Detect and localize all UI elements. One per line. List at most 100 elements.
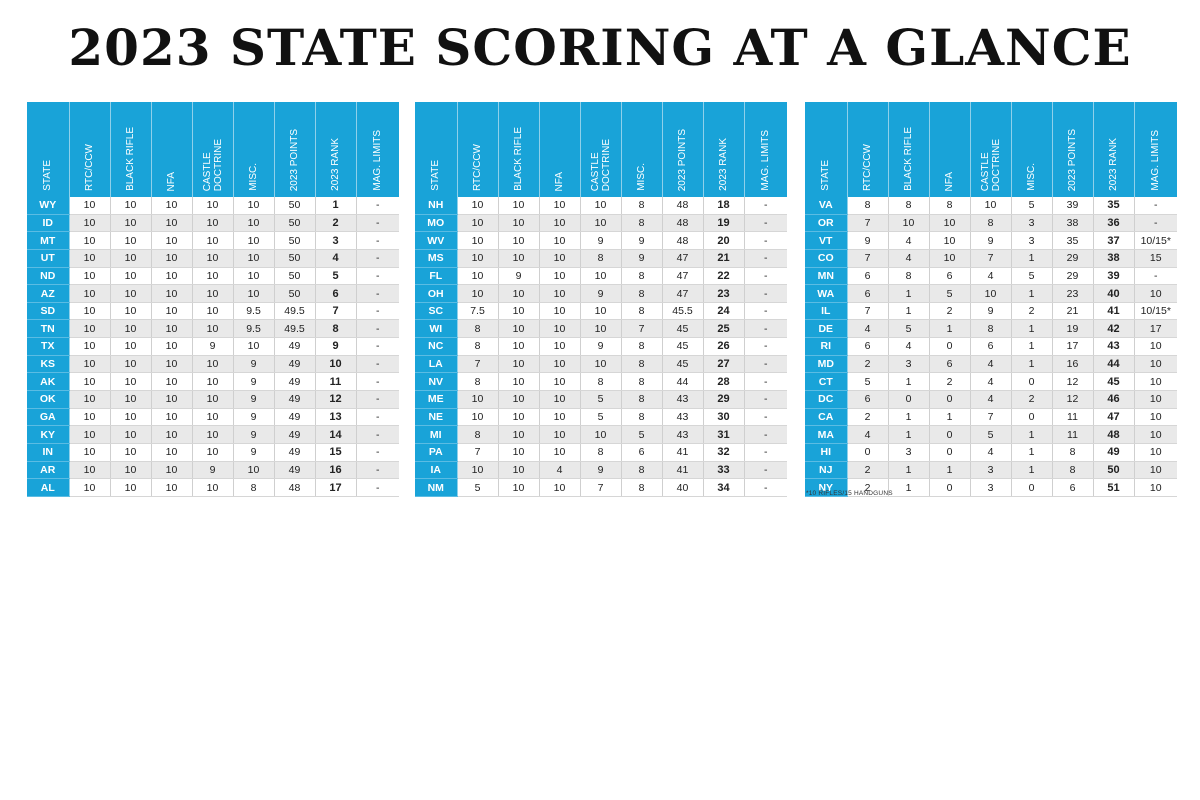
cell-nfa: 10: [539, 355, 581, 374]
cell-rtc-ccw: 10: [69, 478, 111, 497]
table-row: MI 8 10 10 10 5 43 31-: [415, 425, 787, 444]
cell-points: 49: [274, 372, 316, 392]
cell-mag-limits: 10: [1134, 355, 1177, 374]
table-row: IN 10 10 10 10 9 49 15-: [27, 443, 399, 462]
cell-misc: 1: [1011, 249, 1053, 268]
cell-points: 49: [274, 408, 316, 427]
cell-rank: 16: [315, 461, 357, 480]
column-header-misc: MISC.: [621, 102, 663, 197]
cell-black-rifle: 10: [498, 284, 540, 303]
cell-mag-limits: -: [356, 372, 399, 392]
cell-state: MN: [805, 267, 848, 286]
cell-points: 48: [662, 214, 704, 233]
cell-black-rifle: 10: [110, 408, 152, 427]
cell-black-rifle: 10: [498, 390, 540, 409]
cell-rtc-ccw: 5: [847, 372, 889, 392]
cell-castle-doctrine: 4: [970, 355, 1012, 374]
cell-nfa: 0: [929, 443, 971, 462]
cell-black-rifle: 10: [110, 443, 152, 462]
cell-state: MA: [805, 425, 848, 444]
cell-nfa: 10: [539, 267, 581, 286]
cell-rank: 22: [703, 267, 745, 286]
cell-mag-limits: 10: [1134, 443, 1177, 462]
cell-misc: 7: [621, 319, 663, 339]
cell-points: 29: [1052, 267, 1094, 286]
cell-points: 11: [1052, 425, 1094, 444]
cell-mag-limits: -: [744, 443, 787, 462]
cell-mag-limits: -: [744, 408, 787, 427]
cell-rtc-ccw: 10: [69, 355, 111, 374]
cell-misc: 8: [621, 337, 663, 356]
cell-rtc-ccw: 2: [847, 355, 889, 374]
cell-misc: 8: [621, 302, 663, 321]
cell-rtc-ccw: 10: [69, 425, 111, 444]
cell-nfa: 0: [929, 425, 971, 444]
cell-nfa: 6: [929, 355, 971, 374]
table-row: DE 4 5 1 8 1 19 42 17: [805, 319, 1177, 339]
cell-state: SC: [415, 302, 458, 321]
cell-points: 43: [662, 390, 704, 409]
cell-misc: 0: [1011, 408, 1053, 427]
cell-rank: 46: [1093, 390, 1135, 409]
cell-black-rifle: 10: [498, 425, 540, 444]
cell-rank: 28: [703, 372, 745, 392]
cell-points: 12: [1052, 390, 1094, 409]
cell-state: KY: [27, 425, 70, 444]
cell-nfa: 10: [539, 443, 581, 462]
cell-misc: 1: [1011, 425, 1053, 444]
cell-rank: 41: [1093, 302, 1135, 321]
cell-state: TN: [27, 319, 70, 339]
cell-points: 45.5: [662, 302, 704, 321]
cell-castle-doctrine: 10: [192, 284, 234, 303]
cell-state: AL: [27, 478, 70, 497]
cell-castle-doctrine: 7: [580, 478, 622, 497]
cell-rtc-ccw: 10: [69, 461, 111, 480]
cell-castle-doctrine: 10: [192, 478, 234, 497]
cell-rtc-ccw: 6: [847, 390, 889, 409]
cell-misc: 9.5: [233, 302, 275, 321]
column-header-rank: 2023 RANK: [703, 102, 745, 197]
cell-black-rifle: 10: [110, 478, 152, 497]
cell-mag-limits: -: [744, 478, 787, 497]
cell-misc: 8: [621, 284, 663, 303]
cell-black-rifle: 10: [498, 302, 540, 321]
cell-nfa: 10: [151, 337, 193, 356]
cell-nfa: 10: [539, 372, 581, 392]
cell-state: TX: [27, 337, 70, 356]
cell-rtc-ccw: 8: [457, 319, 499, 339]
cell-nfa: 0: [929, 337, 971, 356]
cell-points: 12: [1052, 372, 1094, 392]
cell-rtc-ccw: 10: [457, 197, 499, 215]
page-title: 2023 STATE SCORING AT A GLANCE: [68, 18, 1132, 77]
table-row: CT 5 1 2 4 0 12 45 10: [805, 372, 1177, 392]
cell-misc: 3: [1011, 231, 1053, 250]
cell-rtc-ccw: 10: [69, 267, 111, 286]
cell-rank: 14: [315, 425, 357, 444]
cell-nfa: 10: [539, 425, 581, 444]
cell-rtc-ccw: 10: [457, 249, 499, 268]
cell-nfa: 10: [151, 319, 193, 339]
cell-rank: 15: [315, 443, 357, 462]
cell-state: IL: [805, 302, 848, 321]
cell-castle-doctrine: 10: [192, 197, 234, 215]
cell-castle-doctrine: 10: [580, 302, 622, 321]
cell-state: AR: [27, 461, 70, 480]
column-header-misc: MISC.: [233, 102, 275, 197]
column-header-mag-limits: MAG. LIMITS: [356, 102, 399, 197]
cell-rank: 24: [703, 302, 745, 321]
cell-rank: 6: [315, 284, 357, 303]
cell-rank: 47: [1093, 408, 1135, 427]
cell-rtc-ccw: 7: [847, 302, 889, 321]
column-header-label: MISC.: [248, 163, 259, 191]
cell-points: 45: [662, 337, 704, 356]
cell-misc: 9: [621, 231, 663, 250]
cell-misc: 5: [621, 425, 663, 444]
cell-nfa: 10: [151, 372, 193, 392]
cell-rtc-ccw: 2: [847, 408, 889, 427]
cell-rtc-ccw: 8: [847, 197, 889, 215]
cell-misc: 10: [233, 337, 275, 356]
cell-points: 47: [662, 249, 704, 268]
cell-misc: 0: [1011, 478, 1053, 497]
cell-black-rifle: 10: [110, 355, 152, 374]
cell-state: ND: [27, 267, 70, 286]
